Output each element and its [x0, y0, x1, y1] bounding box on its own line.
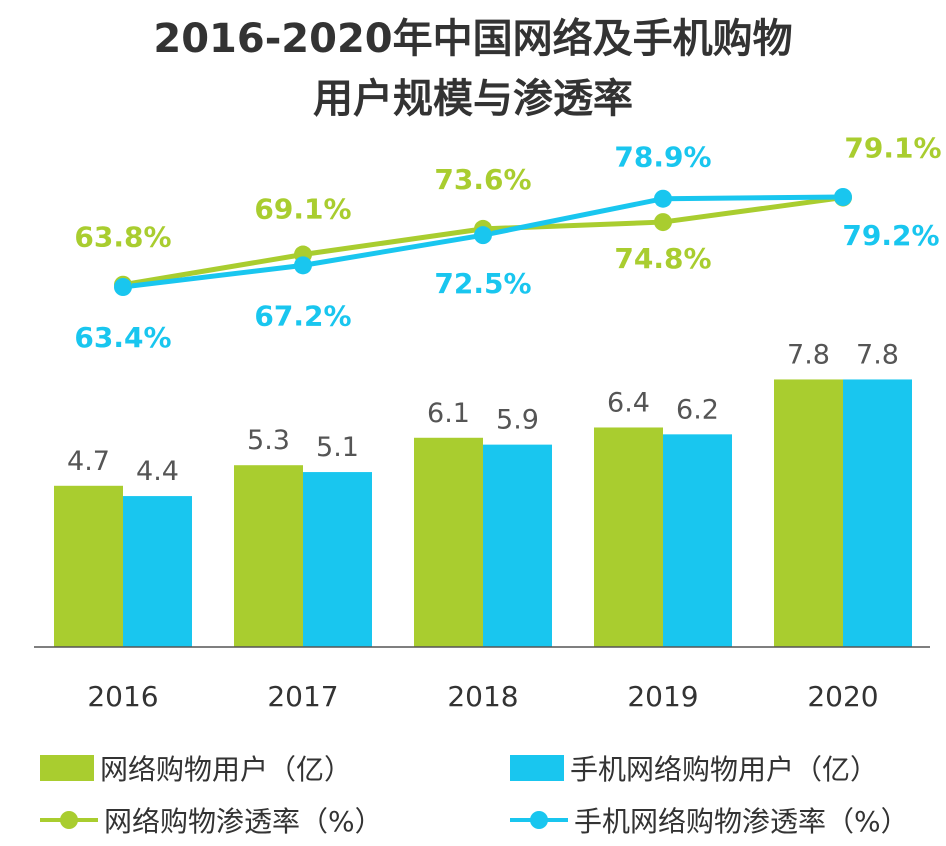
legend-swatch-online-users	[40, 755, 94, 781]
legend-label-online-users: 网络购物用户（亿）	[100, 753, 353, 786]
point-mobile-rate-2020	[834, 188, 852, 206]
rate-label-mobile-2020: 79.2%	[842, 219, 939, 252]
point-mobile-rate-2016	[114, 278, 132, 296]
point-online-rate-2019	[654, 213, 672, 232]
legend-label-online-rate: 网络购物渗透率（%）	[104, 805, 383, 838]
point-mobile-rate-2019	[654, 189, 672, 208]
rate-label-online-2018: 73.6%	[434, 163, 531, 196]
x-tick-label-2019: 2019	[627, 680, 698, 713]
bar-label-online-2016: 4.7	[67, 446, 110, 477]
legend-item-mobile-rate: 手机网络购物渗透率（%）	[510, 800, 909, 840]
rate-label-mobile-2016: 63.4%	[74, 321, 171, 354]
bar-online-2016	[54, 485, 123, 647]
rate-label-mobile-2018: 72.5%	[434, 267, 531, 300]
legend-label-mobile-rate: 手机网络购物渗透率（%）	[574, 805, 909, 838]
rate-label-mobile-2017: 67.2%	[254, 299, 351, 332]
chart-title-line1: 2016-2020年中国网络及手机购物	[153, 16, 793, 62]
bar-mobile-2019	[663, 434, 732, 647]
legend-swatch-online-rate	[40, 810, 98, 830]
legend-swatch-mobile-rate	[510, 810, 568, 830]
bar-online-2019	[594, 427, 663, 647]
chart-title-line2: 用户规模与渗透率	[313, 76, 633, 122]
rate-label-mobile-2019: 78.9%	[614, 141, 711, 174]
x-tick-label-2016: 2016	[87, 680, 158, 713]
rate-label-online-2020: 79.1%	[844, 132, 941, 165]
legend-item-online-rate: 网络购物渗透率（%）	[40, 800, 383, 840]
bar-label-mobile-2019: 6.2	[676, 394, 719, 425]
bar-online-2017	[234, 465, 303, 647]
point-mobile-rate-2017	[294, 256, 312, 275]
bar-mobile-2016	[123, 496, 192, 647]
bar-label-mobile-2018: 5.9	[496, 405, 539, 436]
bar-label-mobile-2020: 7.8	[856, 339, 899, 370]
bar-mobile-2017	[303, 472, 372, 647]
rate-label-online-2019: 74.8%	[614, 242, 711, 275]
bar-label-online-2020: 7.8	[787, 339, 830, 370]
bar-label-online-2017: 5.3	[247, 425, 290, 456]
bar-online-2020	[774, 379, 843, 647]
x-tick-label-2018: 2018	[447, 680, 518, 713]
legend-item-online-users: 网络购物用户（亿）	[40, 748, 352, 788]
legend-label-mobile-users: 手机网络购物用户（亿）	[570, 753, 879, 786]
rate-label-online-2016: 63.8%	[74, 221, 171, 254]
bar-label-online-2019: 6.4	[607, 387, 650, 418]
legend-item-mobile-users: 手机网络购物用户（亿）	[510, 748, 878, 788]
bar-mobile-2020	[843, 379, 912, 647]
x-tick-label-2017: 2017	[267, 680, 338, 713]
x-tick-label-2020: 2020	[807, 680, 878, 713]
rate-label-online-2017: 69.1%	[254, 193, 351, 226]
bar-label-mobile-2016: 4.4	[136, 456, 179, 487]
bar-mobile-2018	[483, 444, 552, 647]
bar-online-2018	[414, 437, 483, 647]
bar-label-mobile-2017: 5.1	[316, 432, 359, 463]
legend-swatch-mobile-users	[510, 755, 564, 781]
point-mobile-rate-2018	[474, 226, 492, 245]
bar-label-online-2018: 6.1	[427, 398, 470, 429]
